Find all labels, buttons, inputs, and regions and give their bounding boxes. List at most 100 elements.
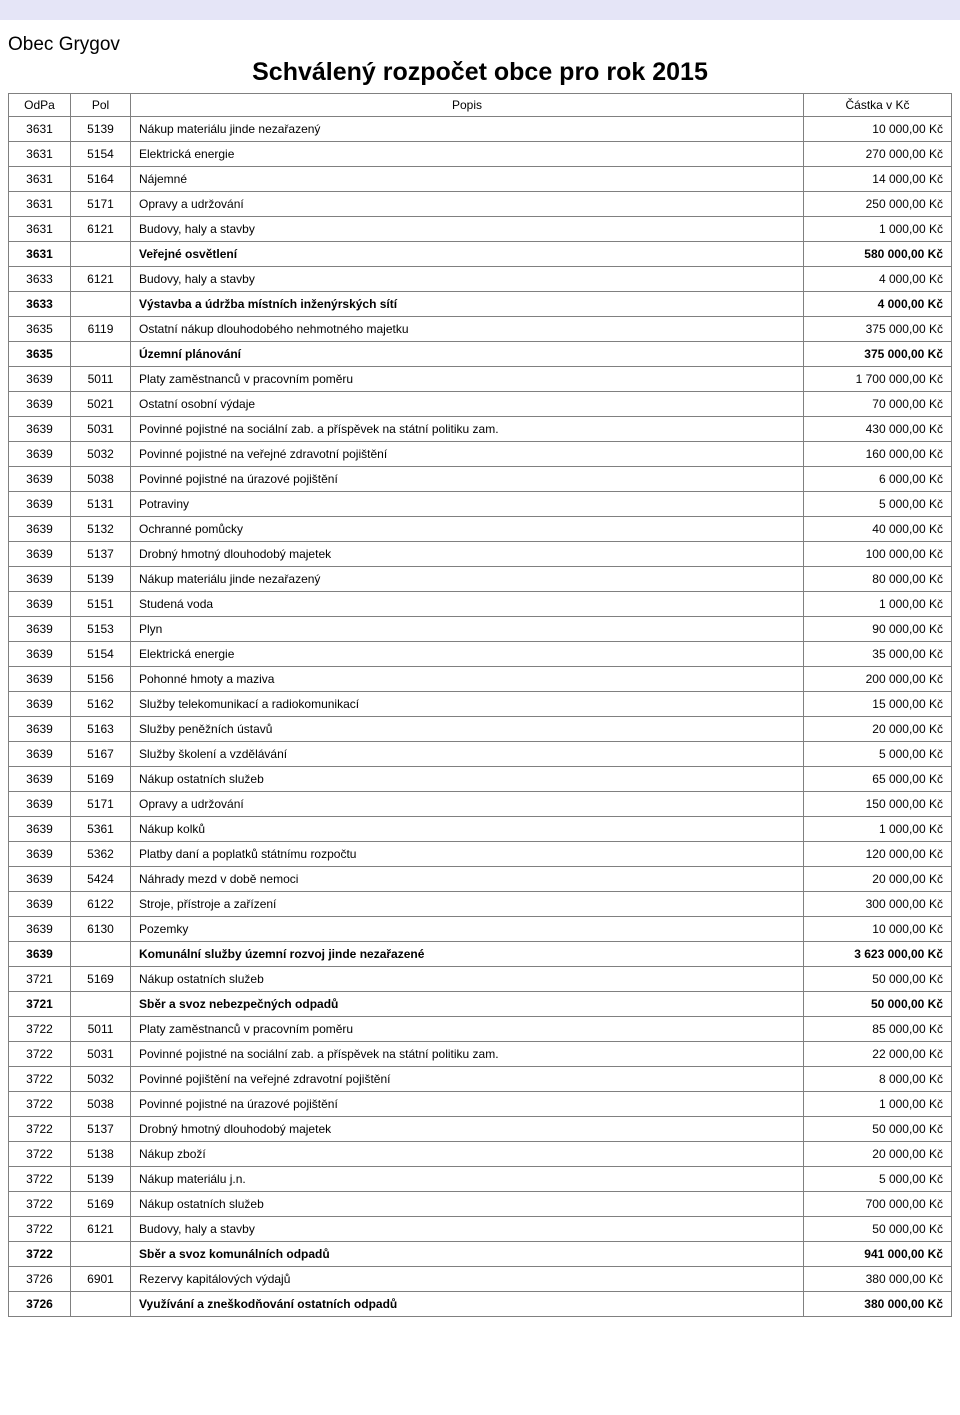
table-row: 3639Komunální služby územní rozvoj jinde… <box>9 942 952 967</box>
cell-pol: 5171 <box>71 792 131 817</box>
cell-popis: Elektrická energie <box>131 642 804 667</box>
cell-popis: Nákup kolků <box>131 817 804 842</box>
table-row: 36395362Platby daní a poplatků státnímu … <box>9 842 952 867</box>
cell-amount: 160 000,00 Kč <box>804 442 952 467</box>
cell-pol: 5156 <box>71 667 131 692</box>
table-row: 36395156Pohonné hmoty a maziva200 000,00… <box>9 667 952 692</box>
cell-odpa: 3726 <box>9 1267 71 1292</box>
cell-odpa: 3639 <box>9 817 71 842</box>
cell-odpa: 3722 <box>9 1167 71 1192</box>
cell-pol: 5011 <box>71 1017 131 1042</box>
cell-popis: Budovy, haly a stavby <box>131 217 804 242</box>
table-row: 37225169Nákup ostatních služeb700 000,00… <box>9 1192 952 1217</box>
cell-amount: 375 000,00 Kč <box>804 317 952 342</box>
cell-odpa: 3722 <box>9 1217 71 1242</box>
cell-amount: 580 000,00 Kč <box>804 242 952 267</box>
cell-amount: 70 000,00 Kč <box>804 392 952 417</box>
cell-amount: 380 000,00 Kč <box>804 1267 952 1292</box>
cell-pol: 5164 <box>71 167 131 192</box>
top-bar <box>0 0 960 20</box>
cell-popis: Sběr a svoz nebezpečných odpadů <box>131 992 804 1017</box>
table-row: 37225138Nákup zboží20 000,00 Kč <box>9 1142 952 1167</box>
cell-popis: Služby školení a vzdělávání <box>131 742 804 767</box>
cell-pol: 6119 <box>71 317 131 342</box>
table-row: 36315171Opravy a udržování250 000,00 Kč <box>9 192 952 217</box>
table-row: 36395031Povinné pojistné na sociální zab… <box>9 417 952 442</box>
cell-odpa: 3639 <box>9 892 71 917</box>
cell-odpa: 3633 <box>9 267 71 292</box>
cell-amount: 5 000,00 Kč <box>804 492 952 517</box>
cell-amount: 65 000,00 Kč <box>804 767 952 792</box>
cell-odpa: 3639 <box>9 917 71 942</box>
table-row: 36395361Nákup kolků1 000,00 Kč <box>9 817 952 842</box>
cell-amount: 14 000,00 Kč <box>804 167 952 192</box>
table-row: 36395162Služby telekomunikací a radiokom… <box>9 692 952 717</box>
cell-odpa: 3726 <box>9 1292 71 1317</box>
table-row: 36395424Náhrady mezd v době nemoci20 000… <box>9 867 952 892</box>
cell-odpa: 3721 <box>9 992 71 1017</box>
cell-popis: Platy zaměstnanců v pracovním poměru <box>131 1017 804 1042</box>
table-row: 37225032Povinné pojištění na veřejné zdr… <box>9 1067 952 1092</box>
cell-pol: 6121 <box>71 1217 131 1242</box>
cell-pol: 5137 <box>71 542 131 567</box>
cell-pol <box>71 1292 131 1317</box>
cell-popis: Opravy a udržování <box>131 792 804 817</box>
cell-amount: 120 000,00 Kč <box>804 842 952 867</box>
cell-popis: Nákup ostatních služeb <box>131 767 804 792</box>
cell-popis: Ostatní osobní výdaje <box>131 392 804 417</box>
cell-odpa: 3722 <box>9 1067 71 1092</box>
cell-odpa: 3721 <box>9 967 71 992</box>
cell-popis: Nákup materiálu jinde nezařazený <box>131 567 804 592</box>
cell-odpa: 3639 <box>9 467 71 492</box>
cell-amount: 40 000,00 Kč <box>804 517 952 542</box>
table-row: 36395131Potraviny5 000,00 Kč <box>9 492 952 517</box>
cell-odpa: 3635 <box>9 342 71 367</box>
cell-amount: 20 000,00 Kč <box>804 867 952 892</box>
cell-popis: Platy zaměstnanců v pracovním poměru <box>131 367 804 392</box>
cell-amount: 270 000,00 Kč <box>804 142 952 167</box>
cell-popis: Povinné pojistné na sociální zab. a přís… <box>131 1042 804 1067</box>
cell-odpa: 3722 <box>9 1192 71 1217</box>
cell-popis: Povinné pojistné na veřejné zdravotní po… <box>131 442 804 467</box>
cell-pol: 5132 <box>71 517 131 542</box>
cell-pol: 5131 <box>71 492 131 517</box>
cell-popis: Opravy a udržování <box>131 192 804 217</box>
cell-odpa: 3722 <box>9 1242 71 1267</box>
cell-odpa: 3639 <box>9 692 71 717</box>
cell-amount: 50 000,00 Kč <box>804 967 952 992</box>
col-header-odpa: OdPa <box>9 94 71 117</box>
table-row: 3726Využívání a zneškodňování ostatních … <box>9 1292 952 1317</box>
cell-pol: 6901 <box>71 1267 131 1292</box>
table-row: 36315164Nájemné14 000,00 Kč <box>9 167 952 192</box>
cell-amount: 85 000,00 Kč <box>804 1017 952 1042</box>
cell-amount: 3 623 000,00 Kč <box>804 942 952 967</box>
cell-amount: 1 000,00 Kč <box>804 592 952 617</box>
cell-pol: 5038 <box>71 1092 131 1117</box>
cell-popis: Nákup ostatních služeb <box>131 967 804 992</box>
cell-odpa: 3639 <box>9 767 71 792</box>
cell-popis: Drobný hmotný dlouhodobý majetek <box>131 1117 804 1142</box>
cell-odpa: 3722 <box>9 1017 71 1042</box>
table-row: 36395163Služby peněžních ústavů20 000,00… <box>9 717 952 742</box>
cell-pol: 5021 <box>71 392 131 417</box>
cell-odpa: 3639 <box>9 392 71 417</box>
cell-popis: Povinné pojistné na úrazové pojištění <box>131 1092 804 1117</box>
cell-odpa: 3639 <box>9 567 71 592</box>
page-title: Schválený rozpočet obce pro rok 2015 <box>8 58 952 93</box>
cell-odpa: 3639 <box>9 592 71 617</box>
cell-pol: 5031 <box>71 417 131 442</box>
cell-pol: 5138 <box>71 1142 131 1167</box>
cell-popis: Povinné pojistné na sociální zab. a přís… <box>131 417 804 442</box>
table-row: 37225137Drobný hmotný dlouhodobý majetek… <box>9 1117 952 1142</box>
table-row: 36395153Plyn90 000,00 Kč <box>9 617 952 642</box>
table-row: 37266901Rezervy kapitálových výdajů380 0… <box>9 1267 952 1292</box>
cell-popis: Rezervy kapitálových výdajů <box>131 1267 804 1292</box>
cell-pol: 5362 <box>71 842 131 867</box>
cell-pol <box>71 992 131 1017</box>
cell-amount: 4 000,00 Kč <box>804 292 952 317</box>
cell-amount: 1 000,00 Kč <box>804 1092 952 1117</box>
cell-pol: 5171 <box>71 192 131 217</box>
cell-pol: 5151 <box>71 592 131 617</box>
cell-popis: Stroje, přístroje a zařízení <box>131 892 804 917</box>
cell-amount: 50 000,00 Kč <box>804 992 952 1017</box>
